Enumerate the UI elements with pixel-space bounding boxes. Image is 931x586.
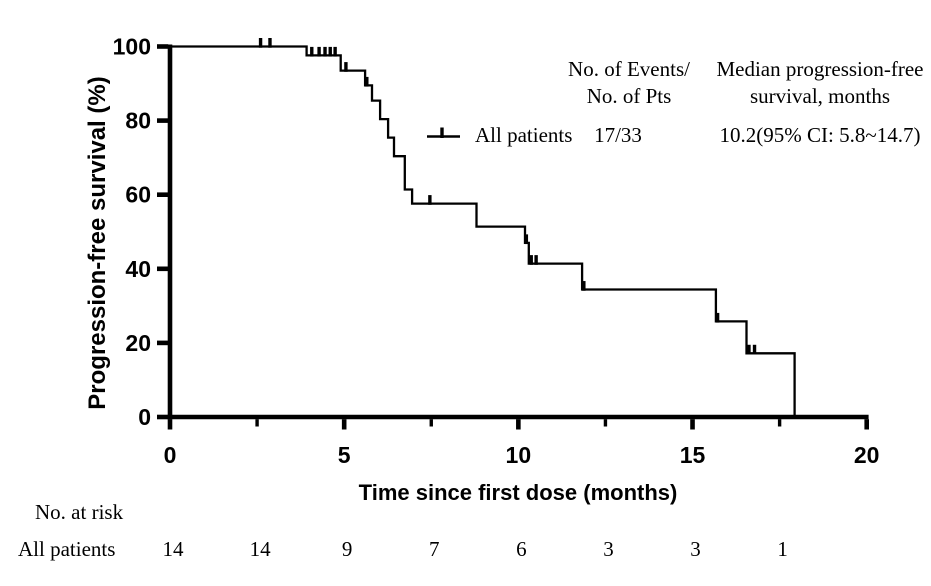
risk-table-row-label: All patients: [18, 537, 116, 561]
y-tick-label: 0: [138, 404, 151, 430]
x-tick-label: 5: [338, 442, 351, 468]
risk-values-row: 14 14 9 7 6 3 3 1: [0, 537, 931, 561]
legend-median-value: 10.2(95% CI: 5.8~14.7): [719, 123, 921, 147]
risk-count: 3: [603, 537, 614, 561]
legend-events-value: 17/33: [594, 123, 642, 147]
risk-count: 14: [162, 537, 184, 561]
legend-series-label: All patients: [475, 123, 573, 147]
legend-header-events-line1: No. of Events/: [568, 57, 690, 81]
x-tick-label: 0: [164, 442, 177, 468]
legend-header-events: No. of Events/ No. of Pts: [529, 56, 729, 110]
y-axis-title: Progression-free survival (%): [84, 76, 111, 410]
legend-header-median-line2: survival, months: [750, 84, 890, 108]
y-tick-label: 60: [125, 182, 151, 208]
x-axis-title: Time since first dose (months): [358, 480, 678, 505]
x-tick-label: 10: [506, 442, 532, 468]
risk-count: 3: [690, 537, 701, 561]
y-tick-label: 40: [125, 256, 151, 282]
x-tick-label: 15: [680, 442, 706, 468]
y-tick-label: 100: [113, 34, 151, 60]
x-tick-label: 20: [854, 442, 880, 468]
risk-count: 9: [341, 537, 353, 561]
risk-count: 14: [249, 537, 271, 561]
legend-header-median-line1: Median progression-free: [716, 57, 924, 81]
risk-table-header: No. at risk: [35, 500, 124, 524]
risk-count: 1: [777, 537, 788, 561]
y-tick-label: 20: [125, 330, 151, 356]
legend-header-events-line2: No. of Pts: [586, 84, 672, 108]
y-tick-label: 80: [125, 108, 151, 134]
survival-curve: [170, 45, 796, 417]
risk-count: 6: [516, 537, 527, 561]
risk-count: 7: [429, 537, 440, 561]
legend-header-median: Median progression-free survival, months: [709, 56, 931, 110]
